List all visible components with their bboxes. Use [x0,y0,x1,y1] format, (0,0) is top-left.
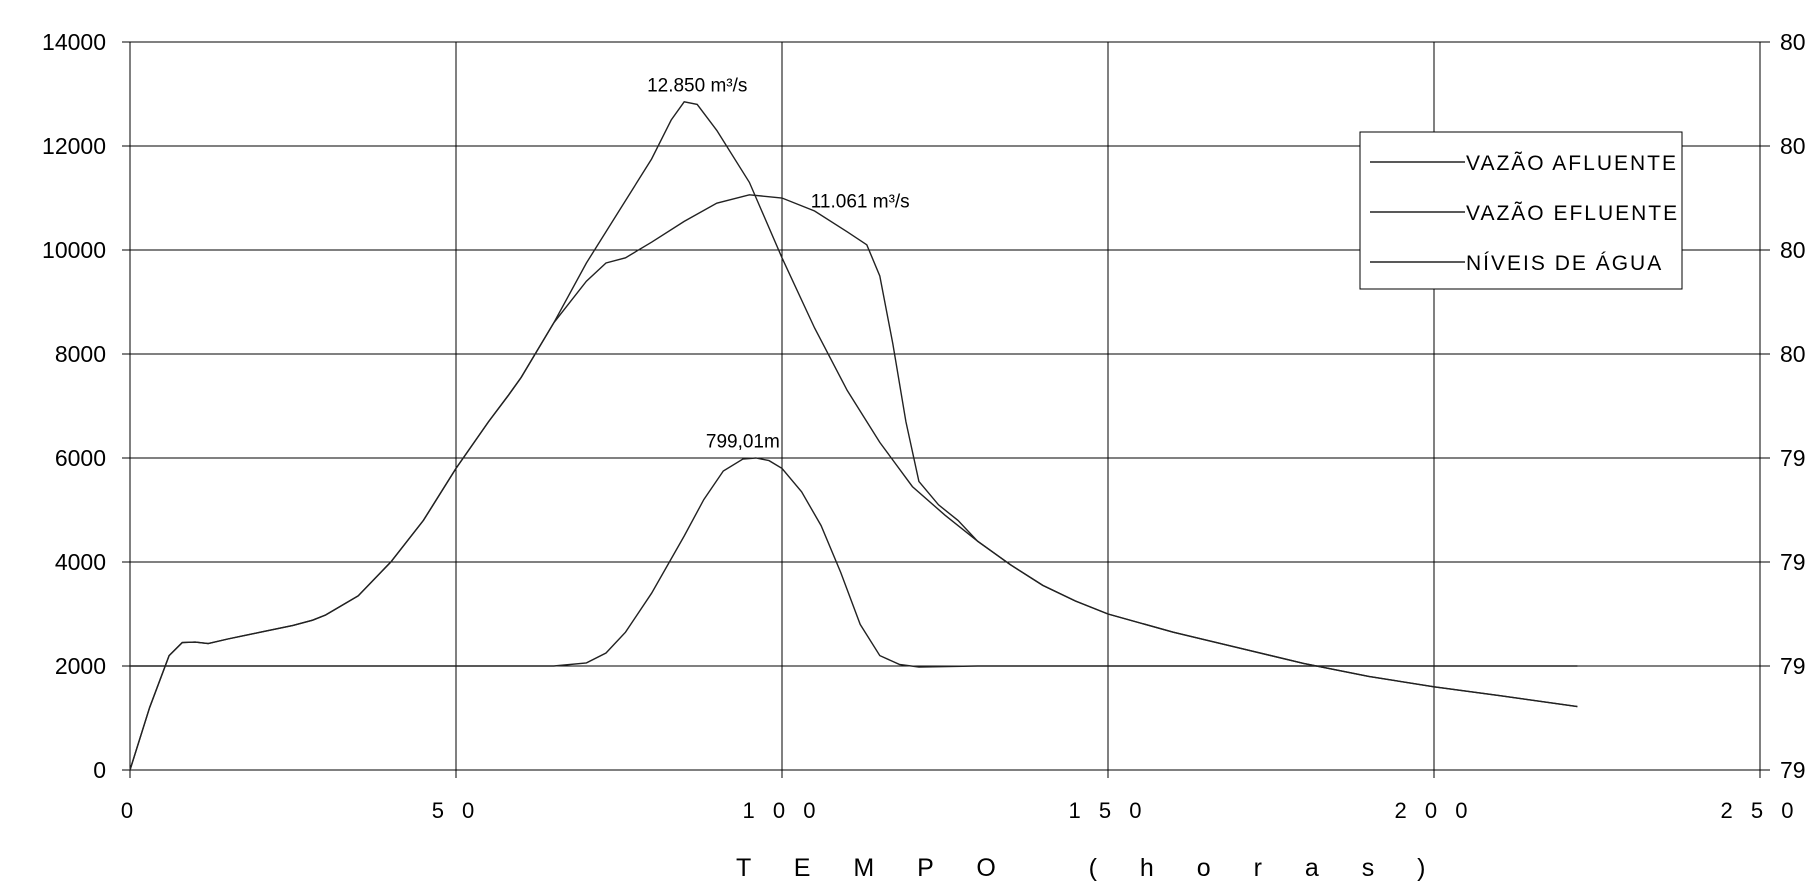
x-tick-label-5: 2 5 0 [1721,798,1800,823]
y2-tick-label-1: 79 [1780,653,1806,679]
y2-tick-label-3: 79 [1780,445,1806,471]
legend-label-1: VAZÃO EFLUENTE [1466,201,1679,225]
grid-lines [129,41,1761,771]
x-axis-label: T E M P O ( h o r a s ) [736,854,1443,882]
series-lines [129,101,1578,771]
legend: VAZÃO AFLUENTE VAZÃO EFLUENTE NÍVEIS DE ÁG… [1359,131,1683,290]
y2-tick-label-7: 80 [1780,29,1806,55]
legend-box [1359,131,1683,290]
y2-axis-tick-labels: 79 79 79 79 80 80 80 80 [1780,29,1806,783]
x-tick-label-2: 1 0 0 [743,798,822,823]
peak-annotations: 12.850 m³/s 11.061 m³/s 799,01m [647,75,910,452]
y-tick-label-5: 10000 [42,237,106,263]
x-tick-label-1: 5 0 [432,798,481,823]
x-axis-tick-labels: 0 5 0 1 0 0 1 5 0 2 0 0 2 5 0 [121,798,1800,823]
annotation-0: 12.850 m³/s [647,75,747,96]
x-tick-label-4: 2 0 0 [1395,798,1474,823]
annotation-1: 11.061 m³/s [811,191,910,212]
y-axis-tick-labels: 0 2000 4000 6000 8000 10000 12000 14000 [42,29,106,783]
y-tick-label-7: 14000 [42,29,106,55]
y-tick-label-0: 0 [93,757,106,783]
y-tick-label-6: 12000 [42,133,106,159]
legend-label-0: VAZÃO AFLUENTE [1466,151,1678,175]
y-tick-label-3: 6000 [55,445,106,471]
y2-tick-label-5: 80 [1780,237,1806,263]
series-line-vaz-o-efluente [129,194,1578,771]
y-tick-label-1: 2000 [55,653,106,679]
y2-tick-label-6: 80 [1780,133,1806,159]
annotation-2: 799,01m [706,432,780,453]
x-tick-label-3: 1 5 0 [1069,798,1148,823]
y2-tick-label-2: 79 [1780,549,1806,575]
y2-tick-label-4: 80 [1780,341,1806,367]
legend-label-2: NÍVEIS DE ÁGUA [1466,252,1663,275]
y-tick-label-4: 8000 [55,341,106,367]
y2-tick-label-0: 79 [1780,757,1806,783]
series-line-n-veis-de-gua [130,457,1578,668]
axes [122,41,1770,778]
y-tick-label-2: 4000 [55,549,106,575]
x-tick-label-0: 0 [121,798,139,823]
